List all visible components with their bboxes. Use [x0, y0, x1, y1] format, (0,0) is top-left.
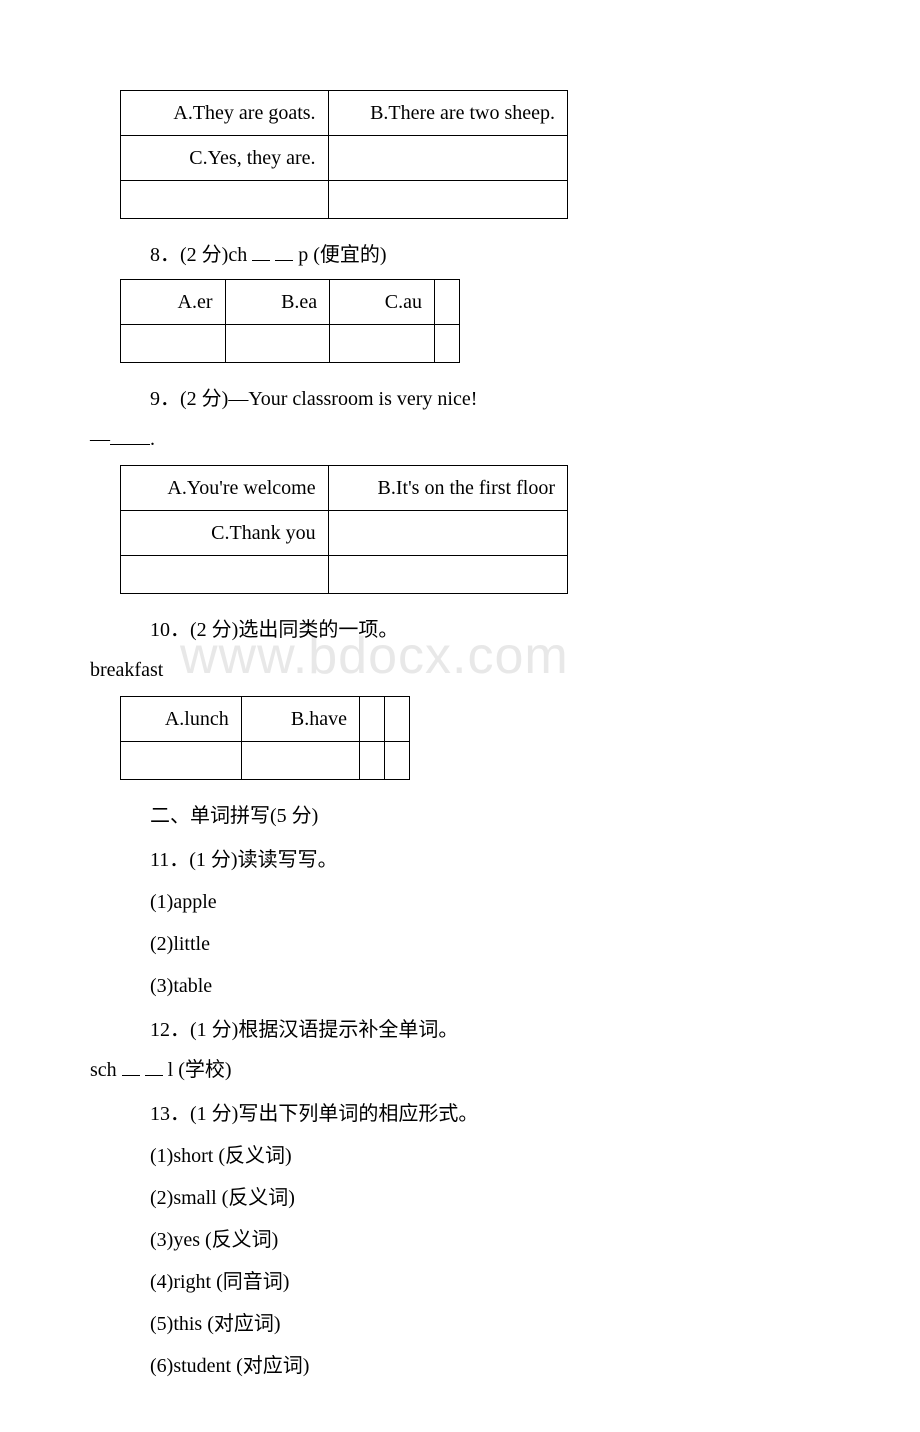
- q8-empty-5: [434, 325, 459, 363]
- q7-empty-2: [121, 181, 329, 219]
- q10-option-b: B.have: [241, 697, 359, 742]
- q9-empty-2: [121, 556, 329, 594]
- q9-line2-prefix: —: [90, 428, 110, 450]
- q11-prompt: 11．(1 分)读读写写。: [90, 844, 830, 876]
- q10-empty-b1: [359, 697, 384, 742]
- q9-line1: 9．(2 分)—Your classroom is very nice!: [90, 383, 830, 415]
- q11-item-2: (2)little: [90, 928, 830, 960]
- q11-item-3: (3)table: [90, 970, 830, 1002]
- q13-item-4: (4)right (同音词): [90, 1266, 830, 1298]
- q8-empty-1: [434, 280, 459, 325]
- q9-table: A.You're welcome B.It's on the first flo…: [120, 465, 568, 594]
- q8-prompt: 8．(2 分)ch p (便宜的): [90, 239, 830, 271]
- q12-line1: 12．(1 分)根据汉语提示补全单词。: [90, 1014, 830, 1046]
- q12-prefix: sch: [90, 1059, 122, 1081]
- q8-suffix: p (便宜的): [293, 244, 386, 266]
- q9-option-b: B.It's on the first floor: [328, 466, 567, 511]
- q8-prefix: 8．(2 分)ch: [150, 244, 252, 266]
- q10-option-a: A.lunch: [121, 697, 242, 742]
- q8-option-a: A.er: [121, 280, 226, 325]
- section2-title: 二、单词拼写(5 分): [90, 800, 830, 832]
- q12-suffix: l (学校): [163, 1059, 232, 1081]
- q9-table-container: A.You're welcome B.It's on the first flo…: [120, 465, 830, 594]
- q9-empty-1: [328, 511, 567, 556]
- q10-line2: breakfast: [90, 654, 830, 686]
- q10-line1: 10．(2 分)选出同类的一项。: [90, 614, 830, 646]
- q7-table-container: A.They are goats. B.There are two sheep.…: [120, 90, 830, 219]
- q13-item-2: (2)small (反义词): [90, 1182, 830, 1214]
- q9-option-c: C.Thank you: [121, 511, 329, 556]
- q7-option-c: C.Yes, they are.: [121, 136, 329, 181]
- q10-empty-2: [241, 742, 359, 780]
- q13-prompt: 13．(1 分)写出下列单词的相应形式。: [90, 1098, 830, 1130]
- q12-line2: sch l (学校): [90, 1054, 830, 1086]
- q9-empty-3: [328, 556, 567, 594]
- q8-option-b: B.ea: [225, 280, 330, 325]
- q9-blank: [110, 425, 150, 445]
- q10-empty-b2: [384, 697, 409, 742]
- q13-item-1: (1)short (反义词): [90, 1140, 830, 1172]
- q7-option-b: B.There are two sheep.: [328, 91, 567, 136]
- q12-blank2: [145, 1056, 163, 1076]
- q9-option-a: A.You're welcome: [121, 466, 329, 511]
- q7-empty-1: [328, 136, 567, 181]
- q10-empty-4: [384, 742, 409, 780]
- q13-item-5: (5)this (对应词): [90, 1308, 830, 1340]
- q8-table-container: A.er B.ea C.au: [120, 279, 830, 363]
- q8-empty-2: [121, 325, 226, 363]
- q10-empty-1: [121, 742, 242, 780]
- q13-item-6: (6)student (对应词): [90, 1350, 830, 1382]
- q9-line2: —.: [90, 423, 830, 455]
- q8-empty-3: [225, 325, 330, 363]
- q8-empty-4: [330, 325, 435, 363]
- q13-item-3: (3)yes (反义词): [90, 1224, 830, 1256]
- q7-empty-3: [328, 181, 567, 219]
- q12-blank1: [122, 1056, 140, 1076]
- q8-blank1: [252, 241, 270, 261]
- q11-item-1: (1)apple: [90, 886, 830, 918]
- q8-option-c: C.au: [330, 280, 435, 325]
- q10-table: A.lunch B.have: [120, 696, 410, 780]
- q8-table: A.er B.ea C.au: [120, 279, 460, 363]
- q10-table-container: A.lunch B.have: [120, 696, 830, 780]
- q9-line2-suffix: .: [150, 428, 155, 450]
- q10-empty-3: [359, 742, 384, 780]
- q7-table: A.They are goats. B.There are two sheep.…: [120, 90, 568, 219]
- q7-option-a: A.They are goats.: [121, 91, 329, 136]
- q8-blank2: [275, 241, 293, 261]
